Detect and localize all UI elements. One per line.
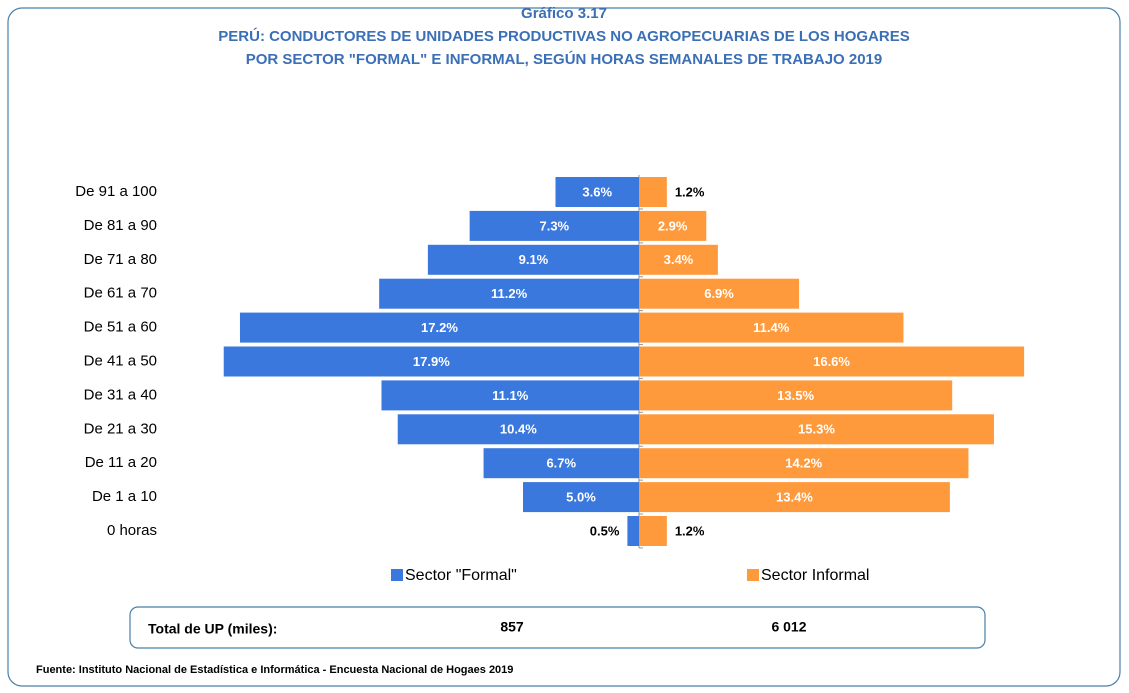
- bar: [483, 448, 639, 479]
- bar: [639, 346, 1025, 377]
- bar: [223, 346, 639, 377]
- bar: [397, 414, 639, 445]
- bar: [639, 482, 950, 513]
- bar: [627, 516, 639, 546]
- bar: [239, 312, 639, 343]
- data-label: 16.6%: [813, 354, 850, 369]
- data-label: 3.6%: [582, 184, 612, 199]
- y-tick-label: 0 horas: [107, 522, 157, 539]
- legend-swatch: [747, 569, 759, 581]
- data-label: 11.4%: [753, 320, 790, 335]
- bar: [381, 380, 639, 411]
- bar: [427, 244, 639, 275]
- data-label: 17.2%: [421, 320, 458, 335]
- data-label: 9.1%: [519, 252, 549, 267]
- totals-label: Total de UP (miles):: [148, 621, 277, 637]
- y-tick-label: De 61 a 70: [84, 285, 157, 302]
- y-tick-label: De 11 a 20: [85, 454, 157, 471]
- data-label: 15.3%: [798, 422, 835, 437]
- data-label: 6.7%: [546, 456, 576, 471]
- data-label: 0.5%: [590, 523, 620, 538]
- data-label: 3.4%: [664, 252, 694, 267]
- total-value: 857: [500, 619, 524, 635]
- bar: [469, 210, 639, 241]
- bar: [639, 278, 800, 309]
- bar: [639, 312, 904, 343]
- bar: [639, 380, 953, 411]
- y-tick-label: De 91 a 100: [75, 183, 157, 200]
- data-label: 1.2%: [675, 184, 705, 199]
- legend-label: Sector "Formal": [405, 567, 517, 584]
- data-label: 2.9%: [658, 218, 688, 233]
- bar: [639, 244, 718, 275]
- chart-title: Gráfico 3.17: [521, 5, 607, 22]
- data-label: 7.3%: [539, 218, 569, 233]
- source: Fuente: Instituto Nacional de Estadístic…: [36, 664, 513, 676]
- bar: [555, 177, 639, 207]
- data-label: 14.2%: [785, 456, 822, 471]
- y-tick-label: De 21 a 30: [84, 420, 157, 437]
- y-tick-label: De 81 a 90: [84, 217, 157, 234]
- bar: [639, 414, 994, 445]
- data-label: 1.2%: [675, 523, 705, 538]
- bar: [639, 448, 969, 479]
- data-label: 5.0%: [566, 490, 596, 505]
- y-tick-label: De 31 a 40: [84, 386, 157, 403]
- data-label: 13.5%: [777, 388, 814, 403]
- data-label: 10.4%: [500, 422, 537, 437]
- total-value: 6 012: [771, 619, 806, 635]
- y-tick-label: De 41 a 50: [84, 352, 157, 369]
- y-tick-label: De 71 a 80: [84, 251, 157, 268]
- data-label: 6.9%: [704, 286, 734, 301]
- bar: [639, 516, 667, 546]
- bar: [379, 278, 639, 309]
- data-label: 13.4%: [776, 490, 813, 505]
- chart-subtitle: POR SECTOR "FORMAL" E INFORMAL, SEGÚN HO…: [246, 50, 883, 68]
- bar: [639, 210, 707, 241]
- data-label: 11.2%: [491, 286, 528, 301]
- data-label: 17.9%: [413, 354, 450, 369]
- bar: [639, 177, 667, 207]
- totals-box: [129, 606, 986, 649]
- y-tick-label: De 51 a 60: [84, 319, 157, 336]
- bar: [523, 482, 639, 513]
- legend-label: Sector Informal: [761, 567, 869, 584]
- data-label: 11.1%: [492, 388, 529, 403]
- y-tick-label: De 1 a 10: [92, 488, 157, 505]
- chart-subtitle: PERÚ: CONDUCTORES DE UNIDADES PRODUCTIVA…: [218, 27, 909, 45]
- legend-swatch: [391, 569, 403, 581]
